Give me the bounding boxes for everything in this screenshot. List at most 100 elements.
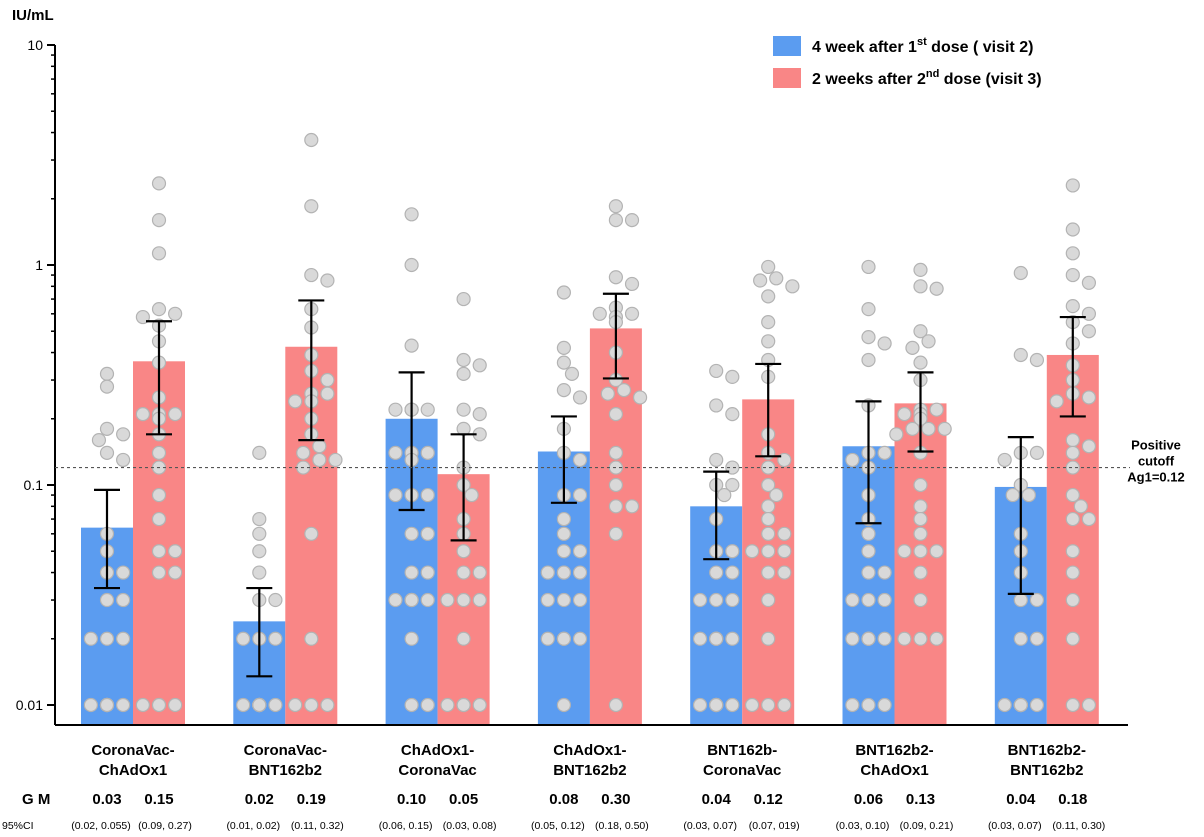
data-point — [692, 592, 708, 608]
data-point — [632, 390, 648, 405]
data-point — [725, 697, 740, 713]
data-point — [608, 270, 624, 285]
data-point — [572, 452, 588, 468]
data-point — [99, 445, 115, 460]
data-point — [151, 246, 167, 261]
data-point — [99, 697, 115, 713]
data-point — [1065, 222, 1080, 237]
data-point — [761, 315, 776, 330]
data-point — [761, 511, 776, 527]
data-point — [929, 281, 944, 296]
data-point — [252, 511, 267, 527]
ci-value: (0.02, 0.055) — [71, 820, 131, 832]
data-point — [1065, 631, 1080, 646]
data-point — [761, 477, 776, 493]
gm-value: 0.04 — [702, 791, 732, 808]
data-point — [1065, 544, 1080, 559]
data-point — [725, 477, 740, 493]
data-point — [320, 273, 335, 288]
data-point — [268, 592, 283, 608]
data-point — [116, 697, 131, 713]
data-point — [861, 565, 876, 580]
data-point — [861, 697, 876, 713]
data-point — [440, 592, 455, 608]
data-point — [456, 544, 471, 559]
data-point — [168, 697, 183, 713]
data-point — [877, 697, 892, 713]
data-point — [905, 340, 920, 355]
data-point — [472, 358, 487, 373]
data-point — [761, 526, 776, 541]
data-point — [556, 592, 572, 608]
data-point — [83, 631, 98, 646]
gm-value: 0.15 — [144, 791, 173, 808]
data-point — [913, 511, 928, 527]
data-point — [608, 407, 624, 422]
data-point — [556, 544, 572, 559]
gm-value: 0.03 — [92, 791, 121, 808]
data-point — [897, 631, 912, 646]
data-point — [861, 544, 876, 559]
data-point — [861, 302, 876, 317]
data-point — [861, 526, 876, 541]
data-point — [1073, 499, 1088, 514]
data-point — [135, 407, 150, 422]
data-point — [1029, 697, 1045, 713]
data-point — [540, 592, 555, 608]
data-point — [1013, 592, 1028, 608]
data-point — [725, 565, 740, 580]
ci-value: (0.03, 0.08) — [443, 820, 497, 832]
legend-swatch — [773, 36, 801, 56]
data-point — [761, 460, 776, 475]
data-point — [151, 565, 167, 580]
data-point — [937, 421, 952, 436]
data-point — [556, 511, 572, 527]
data-point — [440, 697, 455, 713]
data-point — [1065, 246, 1080, 261]
data-point — [168, 306, 183, 321]
data-point — [897, 407, 912, 422]
category-label: ChAdOx1- — [553, 742, 626, 759]
data-point — [556, 382, 572, 398]
data-point — [861, 330, 876, 345]
category-label: BNT162b2 — [249, 762, 322, 779]
data-point — [709, 363, 724, 379]
data-point — [725, 369, 740, 385]
data-point — [404, 257, 419, 273]
y-axis: 10 1 0.1 0.01 IU/mL — [12, 7, 1128, 726]
category-label: BNT162b- — [707, 742, 777, 759]
data-point — [99, 379, 115, 394]
data-point — [725, 631, 740, 646]
ci-value: (0.03, 0.10) — [836, 820, 890, 832]
data-point — [151, 212, 167, 228]
data-point — [252, 544, 267, 559]
data-point — [116, 565, 131, 580]
data-point — [877, 631, 892, 646]
data-point — [304, 526, 319, 541]
data-point — [288, 697, 303, 713]
data-point — [116, 452, 131, 468]
data-point — [725, 592, 740, 608]
y-tick-label: 1 — [35, 257, 43, 273]
data-point — [168, 407, 183, 422]
data-point — [1065, 460, 1080, 475]
data-point — [420, 565, 435, 580]
gm-value: 0.10 — [397, 791, 426, 808]
data-point — [608, 526, 624, 541]
data-point — [624, 212, 640, 228]
data-point — [472, 697, 487, 713]
data-point — [1065, 592, 1080, 608]
data-point — [252, 526, 267, 541]
data-point — [1081, 275, 1097, 290]
data-point — [997, 452, 1012, 468]
data-point — [151, 511, 167, 527]
category-label: BNT162b2- — [1008, 742, 1086, 759]
data-point — [861, 352, 876, 368]
data-point — [556, 285, 572, 300]
data-point — [761, 289, 776, 304]
data-point — [1029, 592, 1045, 608]
category-label: ChAdOx1 — [99, 762, 167, 779]
data-point — [1029, 445, 1045, 460]
